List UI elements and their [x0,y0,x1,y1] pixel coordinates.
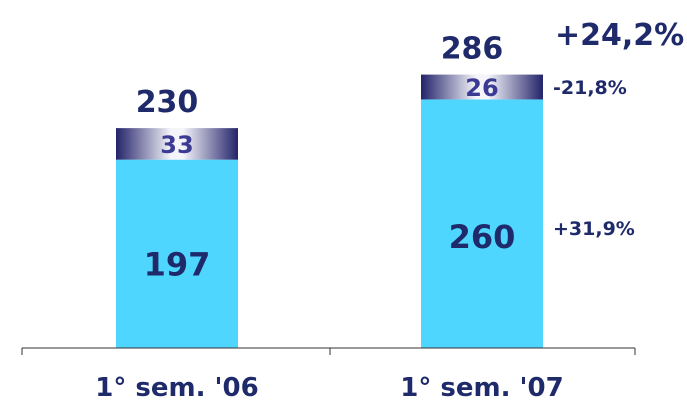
bar-top-0 [116,128,238,160]
total-label: 286 [441,32,504,67]
category-label: 1° sem. '07 [400,373,563,402]
bar-top-1 [421,74,543,100]
total-change-label: +24,2% [555,18,684,53]
base-change-label: +31,9% [553,218,635,240]
base-value-label: 260 [449,218,516,256]
bar-base-1 [421,99,543,348]
top-value-label: 26 [465,74,498,102]
total-label: 230 [136,85,199,120]
top-change-label: -21,8% [553,77,627,99]
top-value-label: 33 [160,131,193,159]
category-label: 1° sem. '06 [95,373,258,402]
base-value-label: 197 [144,245,211,283]
bar-base-0 [116,159,238,348]
